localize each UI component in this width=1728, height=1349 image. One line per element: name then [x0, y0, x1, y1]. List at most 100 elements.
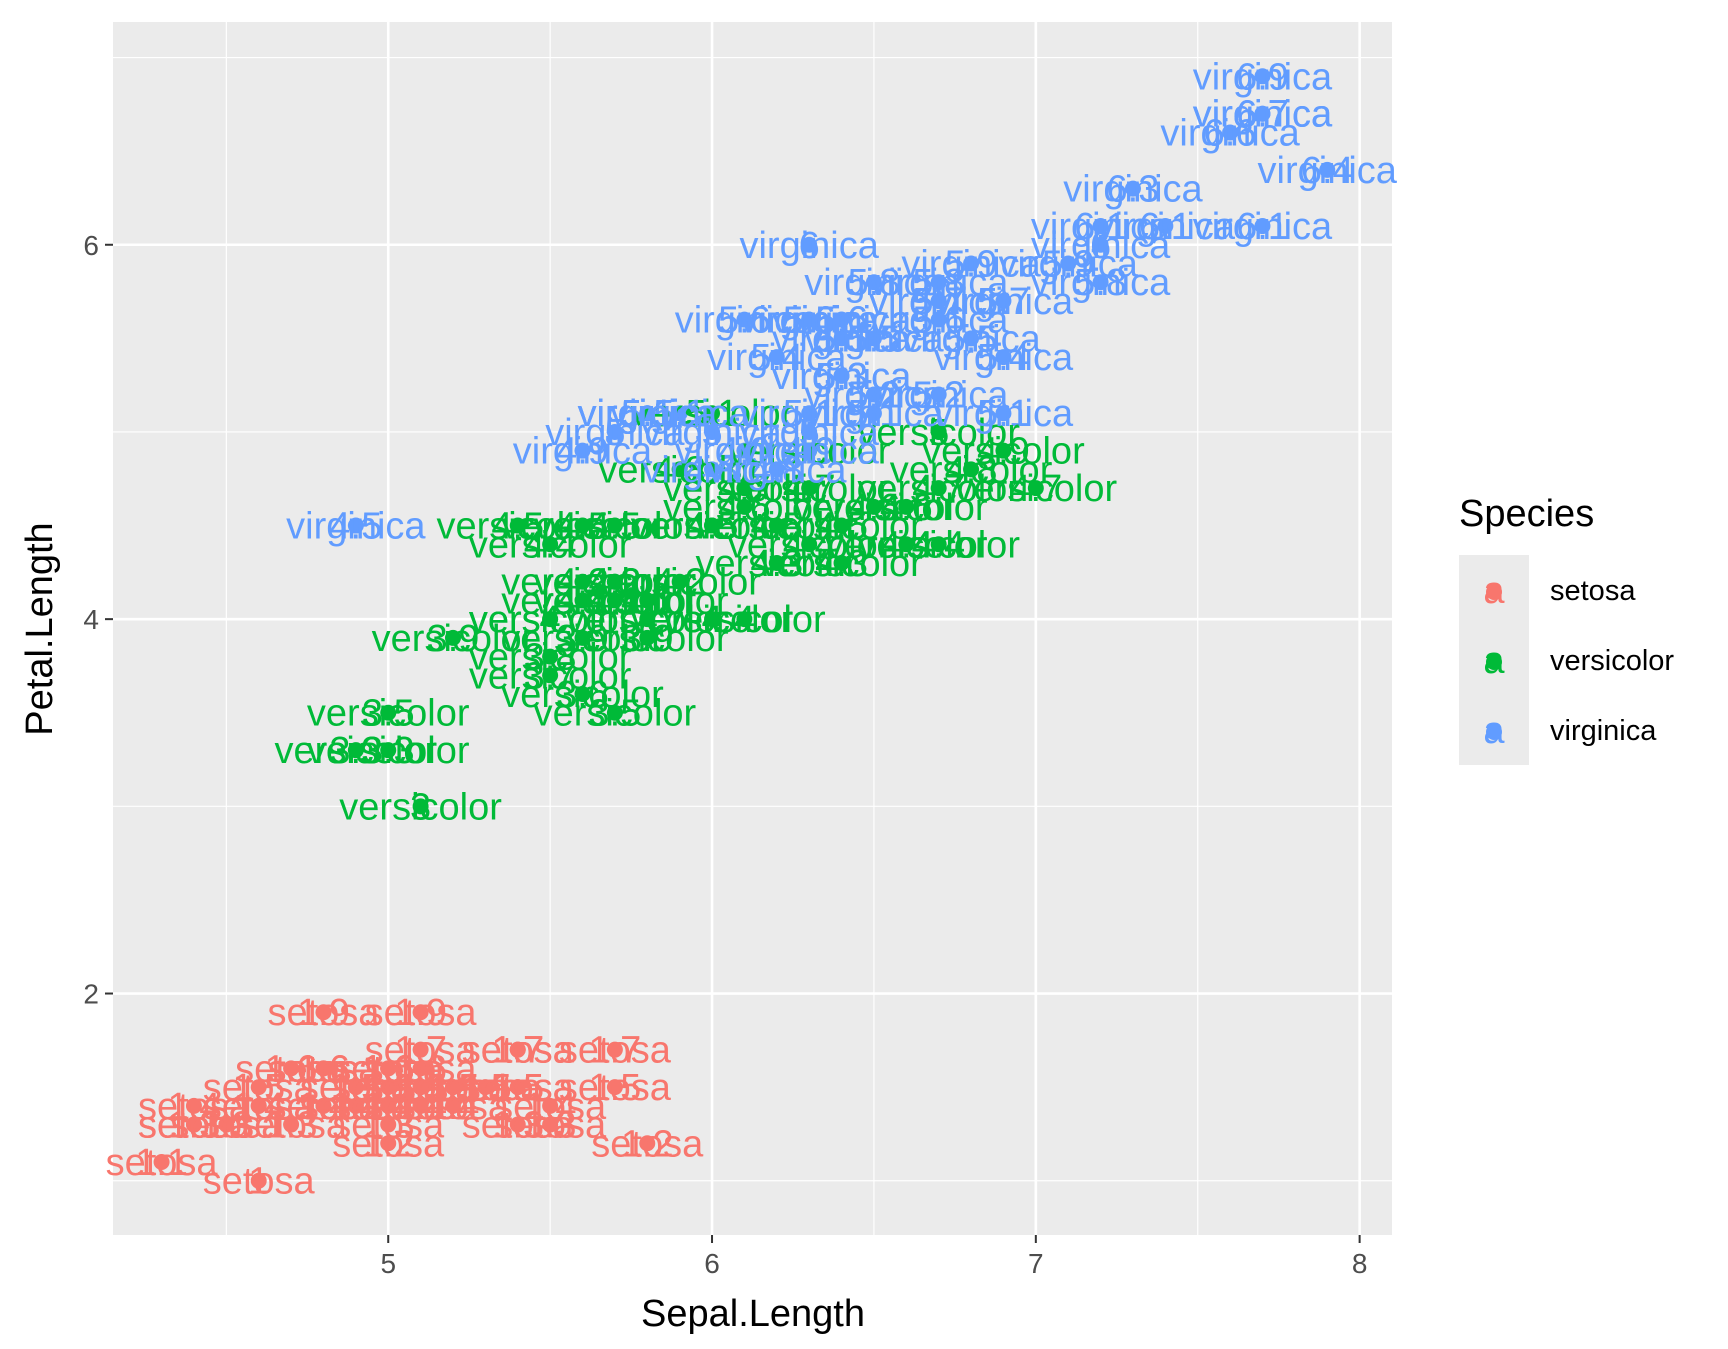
legend-point-virginica — [1486, 724, 1502, 740]
virginica-point — [736, 311, 753, 328]
setosa-species-label: setosa — [267, 1086, 380, 1128]
versicolor-species-label: versicolor — [501, 562, 664, 604]
virginica-species-label: virginica — [869, 300, 1009, 342]
virginica-point — [963, 255, 980, 272]
versicolor-species-label: versicolor — [631, 506, 794, 548]
virginica-point — [930, 386, 947, 403]
versicolor-point — [1027, 480, 1044, 497]
setosa-species-label: setosa — [203, 1067, 316, 1109]
virginica-species-label: virginica — [869, 281, 1009, 323]
versicolor-species-label: versicolor — [728, 468, 891, 510]
virginica-species-label: virginica — [739, 431, 879, 473]
setosa-species-label: setosa — [332, 1105, 445, 1147]
virginica-species-label: virginica — [934, 393, 1074, 435]
versicolor-species-label: versicolor — [469, 599, 632, 641]
setosa-species-label: setosa — [462, 1030, 575, 1072]
virginica-species-label: virginica — [772, 356, 912, 398]
setosa-species-label: setosa — [267, 992, 380, 1034]
legend-point-versicolor — [1486, 654, 1502, 670]
versicolor-point — [801, 480, 818, 497]
legend-label-versicolor: versicolor — [1550, 645, 1674, 677]
versicolor-point — [380, 704, 397, 721]
versicolor-point — [736, 480, 753, 497]
versicolor-point — [865, 498, 882, 515]
versicolor-species-label: versicolor — [857, 468, 1020, 510]
setosa-point — [509, 1116, 526, 1133]
virginica-point — [606, 423, 623, 440]
panel-background — [113, 22, 1392, 1235]
virginica-species-label: virginica — [707, 449, 847, 491]
y-tick-label: 4 — [83, 604, 99, 635]
virginica-species-label: virginica — [739, 393, 879, 435]
setosa-species-label: setosa — [365, 1067, 478, 1109]
versicolor-species-label: versicolor — [339, 786, 502, 828]
legend-point-setosa — [1486, 584, 1502, 600]
virginica-species-label: virginica — [869, 262, 1009, 304]
setosa-species-label: setosa — [591, 1123, 704, 1165]
virginica-point — [639, 405, 656, 422]
versicolor-species-label: versicolor — [663, 487, 826, 529]
x-tick-label: 7 — [1028, 1248, 1044, 1279]
versicolor-point — [542, 611, 559, 628]
versicolor-species-label: versicolor — [307, 693, 470, 735]
setosa-point — [412, 1079, 429, 1096]
virginica-species-label: virginica — [739, 225, 879, 267]
setosa-point — [218, 1116, 235, 1133]
versicolor-species-label: versicolor — [372, 618, 535, 660]
virginica-point — [1254, 68, 1271, 85]
virginica-point — [1254, 105, 1271, 122]
setosa-species-label: setosa — [365, 1067, 478, 1109]
versicolor-point — [542, 536, 559, 553]
virginica-species-label: virginica — [772, 318, 912, 360]
y-tick-label: 2 — [83, 979, 99, 1010]
virginica-point — [1157, 218, 1174, 235]
versicolor-point — [574, 573, 591, 590]
setosa-species-label: setosa — [235, 1048, 348, 1090]
virginica-point — [801, 236, 818, 253]
setosa-species-label: setosa — [559, 1067, 672, 1109]
setosa-point — [380, 1135, 397, 1152]
virginica-species-label: virginica — [610, 393, 750, 435]
virginica-species-label: virginica — [1193, 56, 1333, 98]
setosa-species-label: setosa — [235, 1105, 348, 1147]
versicolor-species-label: versicolor — [275, 730, 438, 772]
virginica-point — [963, 330, 980, 347]
setosa-species-label: setosa — [332, 1086, 445, 1128]
virginica-point — [930, 274, 947, 291]
virginica-species-label: virginica — [642, 412, 782, 454]
setosa-species-label: setosa — [267, 1086, 380, 1128]
versicolor-species-label: versicolor — [728, 524, 891, 566]
setosa-species-label: setosa — [300, 1067, 413, 1109]
setosa-point — [250, 1172, 267, 1189]
versicolor-point — [930, 536, 947, 553]
versicolor-species-label: versicolor — [469, 599, 632, 641]
virginica-species-label: virginica — [901, 243, 1041, 285]
setosa-species-label: setosa — [203, 1086, 316, 1128]
versicolor-species-label: versicolor — [793, 487, 956, 529]
versicolor-point — [542, 667, 559, 684]
versicolor-species-label: versicolor — [501, 580, 664, 622]
virginica-species-label: virginica — [675, 300, 815, 342]
versicolor-species-label: versicolor — [534, 562, 697, 604]
virginica-point — [768, 461, 785, 478]
virginica-point — [865, 330, 882, 347]
setosa-species-label: setosa — [365, 1048, 478, 1090]
versicolor-species-label: versicolor — [663, 468, 826, 510]
y-tick-label: 6 — [83, 230, 99, 261]
virginica-species-label: virginica — [869, 281, 1009, 323]
versicolor-point — [574, 517, 591, 534]
virginica-species-label: virginica — [739, 300, 879, 342]
versicolor-species-label: versicolor — [534, 693, 697, 735]
virginica-point — [995, 292, 1012, 309]
virginica-point — [865, 274, 882, 291]
virginica-point — [930, 292, 947, 309]
versicolor-species-label: versicolor — [534, 506, 697, 548]
setosa-species-label: setosa — [203, 1161, 316, 1203]
setosa-point — [315, 1004, 332, 1021]
virginica-point — [736, 442, 753, 459]
setosa-species-label: setosa — [300, 1067, 413, 1109]
versicolor-point — [736, 498, 753, 515]
setosa-species-label: setosa — [559, 1030, 672, 1072]
virginica-point — [1060, 255, 1077, 272]
